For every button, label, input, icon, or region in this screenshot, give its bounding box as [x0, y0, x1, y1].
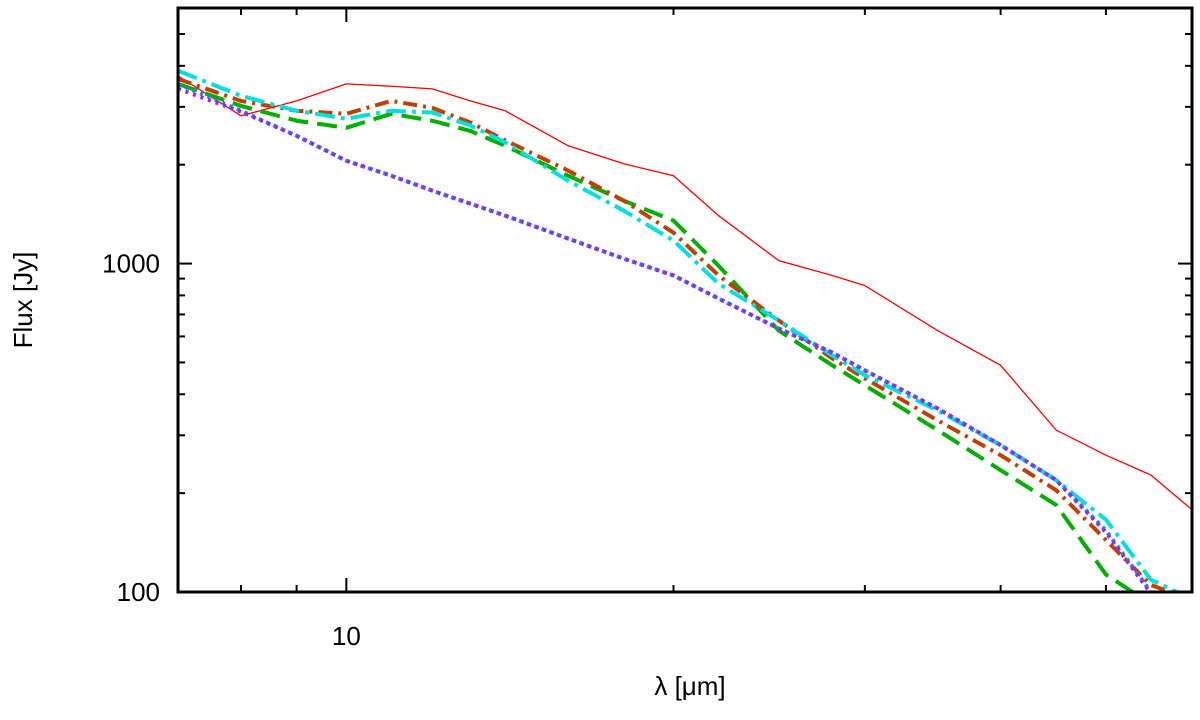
y-tick-label: 1000 — [102, 249, 160, 279]
plot-frame — [176, 6, 1194, 594]
x-axis-label: λ [μm] — [654, 671, 725, 701]
series-line — [178, 82, 1137, 592]
series-line — [178, 82, 1155, 592]
x-tick-label: 10 — [332, 621, 361, 651]
plot-area — [178, 68, 1192, 592]
y-axis-label: Flux [Jy] — [8, 252, 38, 349]
series-line — [178, 76, 1178, 592]
y-tick-label: 100 — [117, 577, 160, 607]
series-line — [178, 68, 1182, 592]
series-line — [178, 75, 1192, 511]
series-line — [178, 86, 1153, 592]
